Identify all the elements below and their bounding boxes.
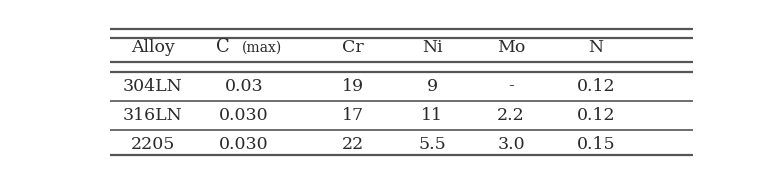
Text: -: - (508, 78, 514, 94)
Text: 0.12: 0.12 (577, 78, 615, 94)
Text: 0.030: 0.030 (219, 136, 269, 154)
Text: 2.2: 2.2 (497, 107, 525, 124)
Text: 0.030: 0.030 (219, 107, 269, 124)
Text: 0.15: 0.15 (577, 136, 615, 154)
Text: 0.03: 0.03 (224, 78, 263, 94)
Text: 17: 17 (342, 107, 365, 124)
Text: 11: 11 (421, 107, 443, 124)
Text: N: N (589, 39, 604, 56)
Text: 304LN: 304LN (123, 78, 183, 94)
Text: 3.0: 3.0 (497, 136, 525, 154)
Text: 19: 19 (342, 78, 365, 94)
Text: (max): (max) (242, 40, 282, 54)
Text: Alloy: Alloy (131, 39, 175, 56)
Text: 5.5: 5.5 (419, 136, 446, 154)
Text: 22: 22 (342, 136, 365, 154)
Text: Cr: Cr (343, 39, 364, 56)
Text: 0.12: 0.12 (577, 107, 615, 124)
Text: 316LN: 316LN (123, 107, 183, 124)
Text: Mo: Mo (497, 39, 525, 56)
Text: 2205: 2205 (130, 136, 175, 154)
Text: C: C (216, 38, 230, 56)
Text: 9: 9 (426, 78, 437, 94)
Text: Ni: Ni (422, 39, 442, 56)
